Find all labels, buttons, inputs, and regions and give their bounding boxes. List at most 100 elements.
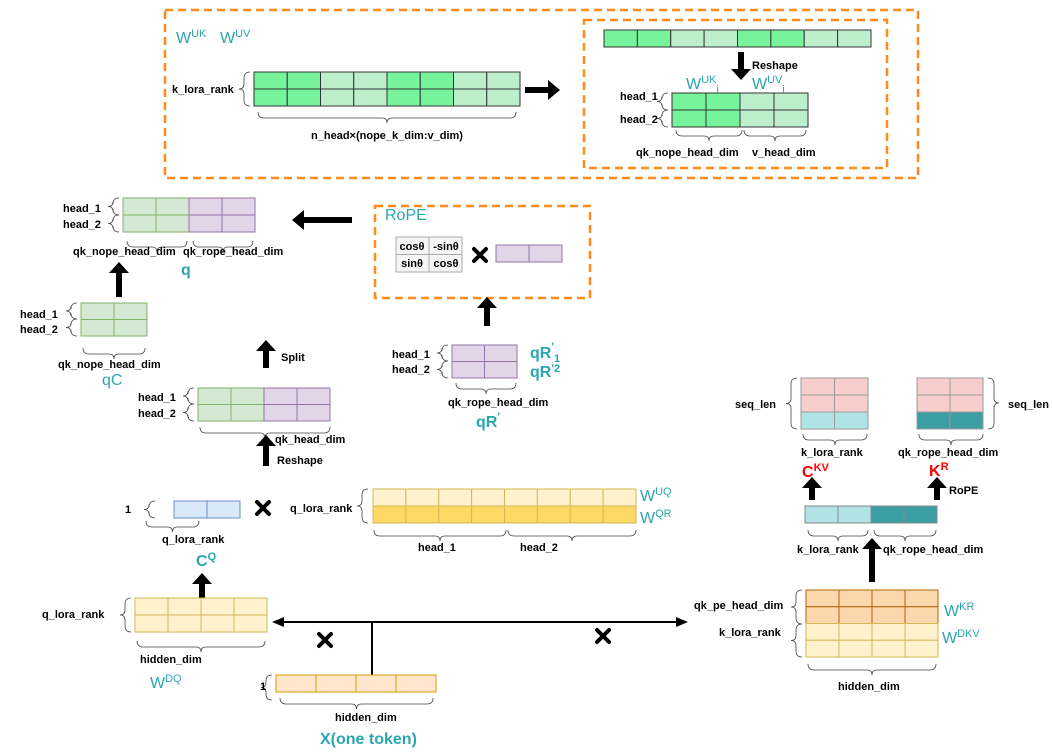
arrow-up-icon — [256, 340, 276, 368]
brace — [192, 240, 254, 253]
x-dim: hidden_dim — [335, 712, 397, 724]
ckv-name: CKV — [802, 462, 830, 481]
qk-matrix-cell — [230, 404, 265, 422]
qk-head-1: head_1 — [138, 392, 176, 404]
arrow-right-icon — [525, 80, 560, 100]
ckv-cache-cell — [834, 377, 869, 396]
arrow-up-icon — [256, 435, 276, 466]
wdkv-matrix-cell — [805, 589, 840, 608]
qc-matrix-cell — [80, 319, 115, 337]
arrow-right-icon — [676, 617, 688, 627]
wukv-matrix-cell — [453, 71, 488, 90]
arrow-up-icon — [477, 297, 497, 326]
brace — [136, 640, 266, 653]
q-name: q — [181, 262, 191, 279]
brace — [802, 433, 868, 446]
brace — [436, 360, 449, 379]
wdq-matrix-cell — [200, 597, 235, 616]
q-head-2: head_2 — [63, 219, 101, 231]
brace — [790, 623, 803, 658]
wukv-heads-cell — [705, 109, 741, 128]
kr-cache-cell — [916, 394, 951, 413]
wdkv-matrix-cell — [871, 623, 906, 641]
wuq-matrix-cell — [405, 488, 440, 507]
wukv-matrix-cell — [486, 71, 521, 90]
multiply-icon — [472, 247, 488, 263]
wukv-matrix-cell — [253, 88, 288, 107]
wukv-heads-cell — [773, 109, 809, 128]
x-vector-cell — [275, 674, 317, 693]
brace — [238, 71, 251, 107]
wuq-matrix-cell — [372, 505, 407, 524]
wuq-matrix-cell — [602, 488, 637, 507]
wdkv-matrix-cell — [838, 606, 873, 624]
wuq-rank: q_lora_rank — [290, 503, 353, 515]
brace — [119, 597, 132, 633]
split-label: Split — [281, 352, 305, 364]
ckv-cache-cell — [800, 394, 835, 413]
wdkv-matrix-cell — [805, 623, 840, 641]
kv-vector-cell — [903, 505, 938, 524]
brace — [356, 488, 369, 524]
qc-head-2: head_2 — [20, 324, 58, 336]
qr-name: qR' — [476, 411, 500, 431]
brace — [182, 387, 195, 405]
qk-matrix-cell — [296, 404, 331, 422]
brace — [260, 674, 273, 701]
wukv-heads-cell — [773, 92, 809, 111]
wukv-matrix-cell — [386, 71, 421, 90]
wdkv-matrix-cell — [871, 606, 906, 624]
wuq-matrix-cell — [504, 488, 538, 507]
wdkv-k-lora-rank: k_lora_rank — [719, 627, 782, 639]
kr-seq-len: seq_len — [1008, 399, 1049, 411]
brace — [987, 377, 1000, 430]
wukv-matrix-cell — [486, 88, 521, 107]
reshape-box — [582, 18, 889, 170]
wukv-heads-cell — [739, 109, 775, 128]
x-name: X(one token) — [320, 731, 417, 748]
arrow-up-icon — [862, 538, 882, 582]
wkr-label: WKR — [944, 601, 974, 620]
wdkv-dim: hidden_dim — [838, 681, 900, 693]
brace — [743, 129, 807, 142]
wukv-matrix-cell — [320, 88, 355, 107]
wukv-matrix-cell — [286, 71, 321, 90]
x-vector-cell — [395, 674, 437, 693]
brace — [790, 589, 803, 625]
wukv-heads-cell — [739, 92, 775, 111]
kr-cache-cell — [949, 377, 984, 396]
head-2-label: head_2 — [620, 114, 658, 126]
wdkv-matrix-cell — [838, 639, 873, 658]
kr-name: KR — [929, 461, 949, 480]
kr-dim: qk_rope_head_dim — [898, 447, 998, 459]
q-matrix-cell — [188, 214, 223, 233]
brace — [656, 92, 669, 111]
wukv-flat-cell — [703, 29, 738, 48]
wuq-head-2: head_2 — [520, 542, 558, 554]
brace — [807, 529, 869, 542]
brace — [107, 214, 120, 233]
q-rope-label: qk_rope_head_dim — [183, 246, 283, 258]
brace — [126, 240, 188, 253]
wuq-matrix-cell — [602, 505, 637, 524]
wuq-matrix-cell — [438, 488, 473, 507]
qk-matrix-cell — [197, 387, 232, 405]
brace — [807, 663, 937, 676]
wdq-matrix-cell — [134, 597, 169, 616]
brace — [507, 529, 637, 542]
wuq-matrix-cell — [405, 505, 440, 524]
brace — [656, 109, 669, 128]
wukv-matrix-cell — [386, 88, 421, 107]
q-head-1: head_1 — [63, 203, 101, 215]
multiply-icon — [595, 628, 611, 644]
wdkv-matrix-cell — [805, 606, 840, 624]
wuk-i-label: WUKi — [686, 74, 719, 96]
qr-matrix-cell — [451, 344, 485, 362]
wuv-i-label: WUVi — [752, 74, 785, 96]
cq-dim: q_lora_rank — [162, 534, 225, 546]
arrow-left-icon — [292, 210, 352, 230]
cq-name: CQ — [196, 551, 217, 570]
ckv-cache-cell — [800, 377, 835, 396]
qk-matrix-cell — [263, 404, 298, 422]
kv-vector-cell — [837, 505, 872, 524]
